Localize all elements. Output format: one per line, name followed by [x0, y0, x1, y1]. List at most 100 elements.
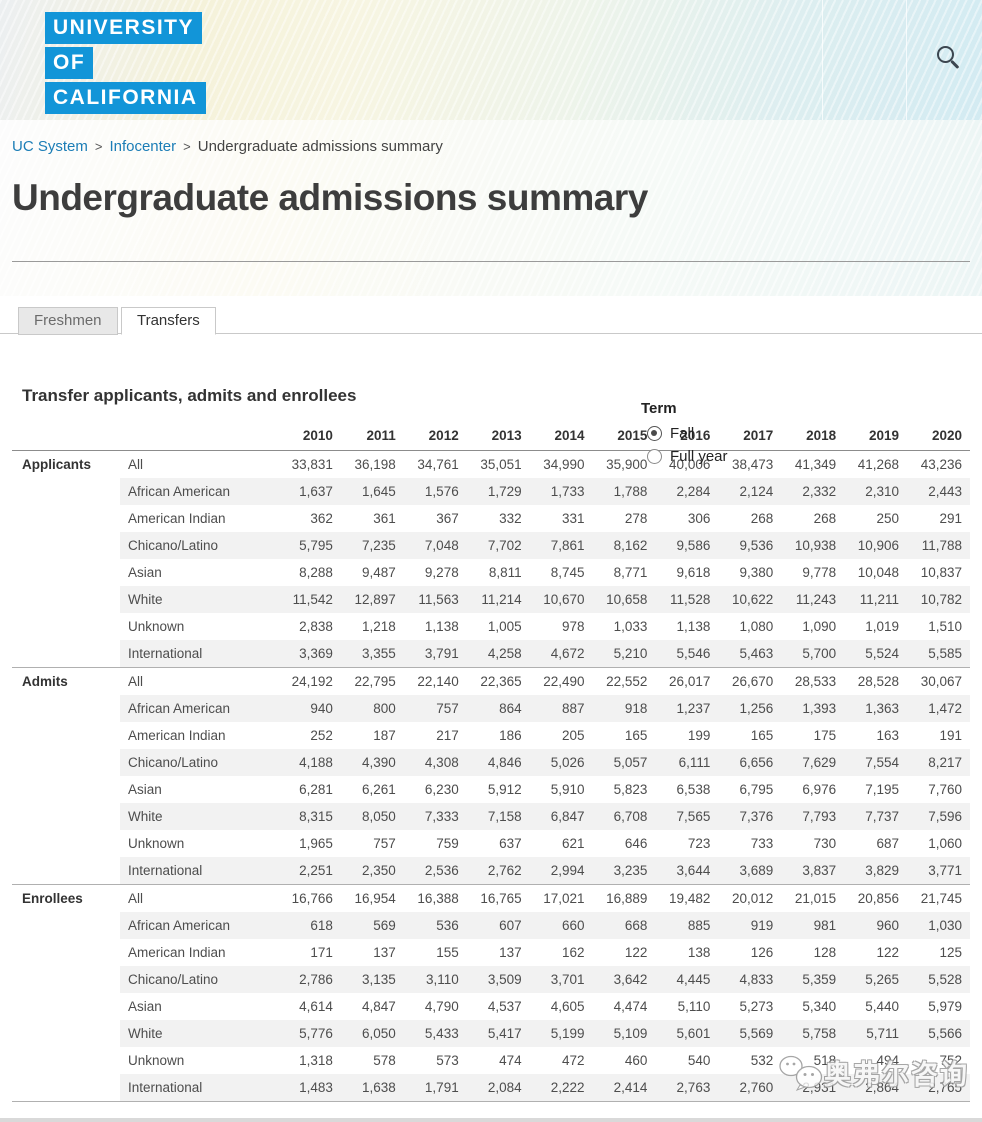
data-cell: 38,473 — [731, 457, 774, 472]
data-cell: 367 — [436, 511, 459, 526]
title-divider — [12, 261, 970, 262]
row-category-label: American Indian — [128, 511, 226, 526]
data-cell: 306 — [687, 511, 711, 526]
row-group-label — [12, 1020, 120, 1047]
data-cell: 5,057 — [592, 749, 656, 776]
data-cell: 1,256 — [718, 695, 782, 722]
data-cell: 10,622 — [718, 586, 782, 613]
table-row: African American 618 569 536 607 660 668 885 919… — [12, 912, 970, 939]
title-section: UC System > Infocenter > Undergraduate admis… — [0, 120, 982, 296]
data-cell: 2,414 — [592, 1074, 656, 1102]
row-category-label: All — [128, 457, 144, 472]
row-category-label: Chicano/Latino — [120, 749, 278, 776]
uc-logo[interactable]: UNIVERSITY OF CALIFORNIA — [45, 12, 206, 117]
row-category-label: Asian — [128, 565, 162, 580]
year-column-header: 2012 — [403, 422, 467, 451]
data-cell: 28,528 — [844, 667, 908, 695]
data-cell: 960 — [844, 912, 908, 939]
data-cell: 128 — [813, 945, 837, 960]
data-cell: 3,355 — [340, 640, 404, 668]
data-cell: 5,199 — [529, 1020, 593, 1047]
data-cell: 5,359 — [781, 966, 845, 993]
table-row: Enrollees All 16,766 16,954 16,388 16,765 17,0… — [12, 884, 970, 912]
table-row: American Indian 252 187 217 186 205 165 199 165 1… — [12, 722, 970, 749]
data-cell: 5,265 — [844, 966, 908, 993]
data-cell: 3,642 — [592, 966, 656, 993]
data-cell: 536 — [403, 912, 467, 939]
search-button[interactable] — [923, 44, 967, 78]
row-group-label — [12, 912, 120, 939]
table-row: African American 1,637 1,645 1,576 1,729 1,73… — [12, 478, 970, 505]
data-cell: 885 — [655, 912, 719, 939]
data-cell: 16,889 — [592, 884, 656, 912]
data-cell: 9,586 — [655, 532, 719, 559]
data-cell: 5,795 — [278, 532, 341, 559]
data-cell: 126 — [750, 945, 774, 960]
data-cell: 532 — [750, 1053, 774, 1068]
data-cell: 11,563 — [403, 586, 467, 613]
data-cell: 540 — [687, 1053, 711, 1068]
data-cell: 460 — [624, 1053, 648, 1068]
data-cell: 199 — [687, 728, 711, 743]
data-cell: 362 — [310, 511, 333, 526]
menu-button[interactable] — [842, 44, 886, 78]
data-cell: 4,605 — [550, 999, 585, 1014]
tab-transfers[interactable]: Transfers — [120, 307, 216, 335]
breadcrumb-link-uc-system[interactable]: UC System — [12, 138, 88, 155]
data-cell: 11,528 — [655, 586, 719, 613]
data-cell: 1,788 — [592, 478, 656, 505]
tab-freshmen[interactable]: Freshmen — [18, 307, 118, 335]
radio-fall-label: Fall — [670, 425, 695, 442]
data-cell: 4,390 — [340, 749, 404, 776]
breadcrumb-link-infocenter[interactable]: Infocenter — [109, 138, 177, 155]
data-cell: 7,565 — [655, 803, 719, 830]
uc-logo-line-2: OF — [45, 47, 94, 79]
data-cell: 472 — [562, 1053, 585, 1068]
data-cell: 668 — [592, 912, 656, 939]
data-cell: 165 — [624, 728, 648, 743]
data-cell: 3,701 — [529, 966, 593, 993]
data-cell: 7,195 — [865, 782, 900, 797]
breadcrumb-separator: > — [183, 139, 191, 154]
table-row: Unknown 1,965 757 759 637 621 646 723 733 730 687 1… — [12, 830, 970, 857]
data-cell: 2,084 — [466, 1074, 530, 1102]
data-cell: 2,994 — [529, 857, 593, 885]
data-cell: 163 — [876, 728, 900, 743]
table-row: Unknown 2,838 1,218 1,138 1,005 978 1,033 1,138… — [12, 613, 970, 640]
data-cell: 43,236 — [920, 457, 962, 472]
data-cell: 1,030 — [907, 912, 970, 939]
data-cell: 5,109 — [592, 1020, 656, 1047]
data-cell: 1,033 — [613, 619, 648, 634]
data-cell: 10,658 — [592, 586, 656, 613]
data-cell: 22,140 — [403, 667, 467, 695]
year-column-header: 2019 — [844, 422, 908, 451]
data-cell: 1,729 — [466, 478, 530, 505]
data-cell: 2,786 — [278, 966, 341, 993]
data-cell: 11,243 — [781, 586, 845, 613]
data-cell: 7,596 — [907, 803, 970, 830]
row-category-label: All — [120, 884, 278, 912]
data-cell: 6,708 — [592, 803, 656, 830]
uc-logo-line-1: UNIVERSITY — [45, 12, 203, 44]
data-cell: 1,483 — [278, 1074, 341, 1102]
data-cell: 5,758 — [781, 1020, 845, 1047]
data-cell: 3,509 — [466, 966, 530, 993]
radio-full-year[interactable]: Full year — [647, 448, 728, 465]
data-cell: 8,811 — [488, 565, 522, 580]
data-cell: 6,795 — [739, 782, 774, 797]
data-cell: 4,537 — [487, 999, 522, 1014]
year-column-header: 2018 — [781, 422, 845, 451]
row-group-label — [12, 695, 120, 722]
data-cell: 4,614 — [299, 999, 333, 1014]
table-row: Chicano/Latino 2,786 3,135 3,110 3,509 3,701 3… — [12, 966, 970, 993]
data-cell: 6,261 — [362, 782, 396, 797]
data-cell: 2,222 — [529, 1074, 593, 1102]
data-cell: 6,538 — [676, 782, 711, 797]
data-cell: 20,856 — [844, 884, 908, 912]
data-cell: 171 — [310, 945, 333, 960]
radio-fall[interactable]: Fall — [647, 425, 728, 442]
data-cell: 4,847 — [362, 999, 396, 1014]
data-cell: 278 — [624, 511, 648, 526]
row-group-label: Admits — [12, 667, 120, 695]
data-cell: 981 — [781, 912, 845, 939]
